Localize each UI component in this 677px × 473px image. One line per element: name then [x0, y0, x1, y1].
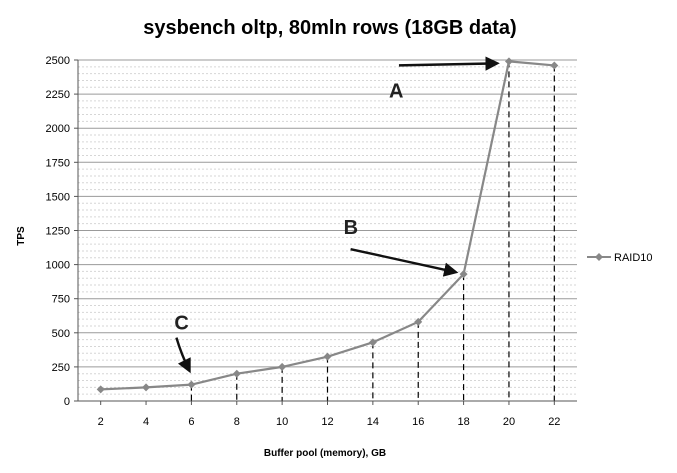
x-tick-label: 8 — [234, 416, 240, 428]
annotation-a-label: A — [389, 80, 403, 102]
data-point — [368, 338, 377, 347]
x-tick-label: 14 — [367, 416, 379, 428]
y-tick-label: 500 — [52, 328, 70, 340]
y-tick-label: 750 — [52, 294, 70, 306]
x-tick-label: 22 — [548, 416, 560, 428]
chart-title: sysbench oltp, 80mln rows (18GB data) — [143, 17, 516, 39]
y-tick-labels: 0 250 500 750 1000 1250 1500 1750 2000 2250 2500 — [46, 55, 70, 408]
annotation-b-label: B — [344, 217, 358, 239]
y-axis-label: TPS — [16, 226, 27, 246]
data-point — [278, 362, 287, 371]
legend-label: RAID10 — [614, 252, 653, 264]
series-line-raid10 — [100, 60, 555, 391]
data-point — [142, 383, 151, 392]
x-tick-label: 12 — [321, 416, 333, 428]
x-tick-label: 18 — [457, 416, 469, 428]
y-tick-label: 2500 — [46, 55, 70, 67]
y-tick-label: 250 — [52, 362, 70, 374]
x-tick-label: 20 — [503, 416, 515, 428]
annotation-c-label: C — [174, 313, 188, 335]
y-tick-label: 1250 — [46, 226, 70, 238]
y-tick-label: 1750 — [46, 157, 70, 169]
legend-marker — [595, 253, 603, 261]
x-axis-label: Buffer pool (memory), GB — [264, 448, 386, 459]
legend: RAID10 — [587, 252, 653, 264]
data-point — [96, 385, 105, 394]
x-tick-label: 2 — [98, 416, 104, 428]
y-tick-label: 1500 — [46, 191, 70, 203]
x-tick-label: 10 — [276, 416, 288, 428]
y-tick-label: 1000 — [46, 260, 70, 272]
arrow-c — [175, 337, 191, 374]
grid — [78, 59, 577, 395]
y-tick-label: 2250 — [46, 89, 70, 101]
data-point — [414, 317, 423, 326]
x-tick-label: 6 — [188, 416, 194, 428]
data-point — [187, 380, 196, 389]
x-tick-label: 4 — [143, 416, 149, 428]
axes — [74, 59, 577, 405]
series-group — [96, 57, 559, 394]
x-tick-label: 16 — [412, 416, 424, 428]
data-point — [459, 270, 468, 279]
arrow-b — [350, 247, 459, 277]
data-point — [232, 369, 241, 378]
data-point — [550, 61, 559, 70]
data-point — [504, 57, 513, 66]
x-tick-labels: 2 4 6 8 10 12 14 16 18 20 22 — [98, 416, 561, 428]
y-tick-label: 2000 — [46, 123, 70, 135]
drop-lines — [190, 61, 555, 401]
arrow-a — [398, 56, 500, 71]
annotations: A B C — [174, 56, 500, 374]
data-point — [323, 352, 332, 361]
y-tick-label: 0 — [64, 396, 70, 408]
